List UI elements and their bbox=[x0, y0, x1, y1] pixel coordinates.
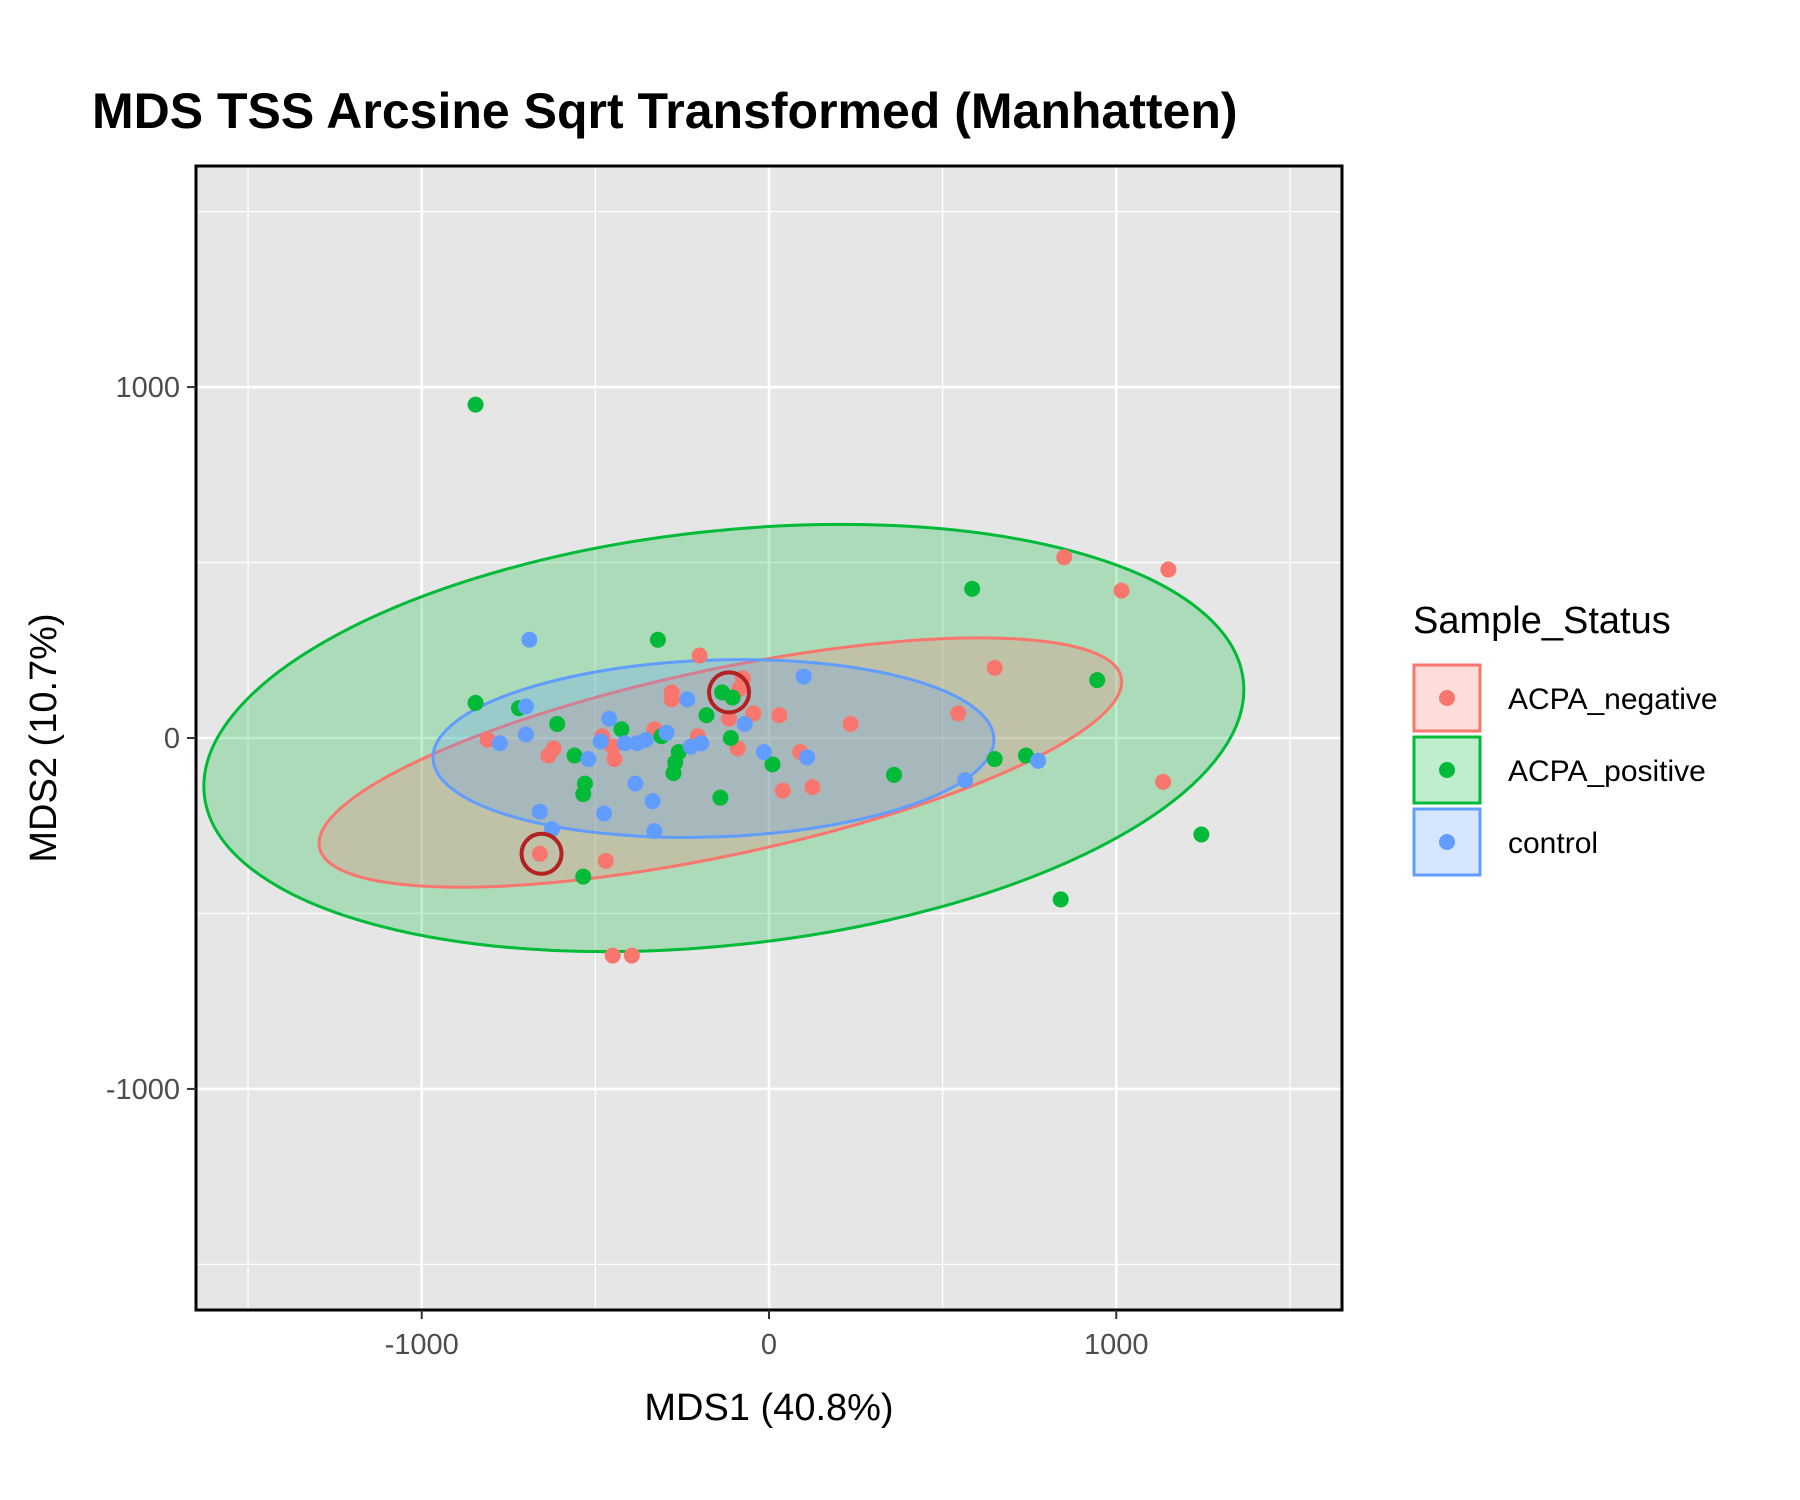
point-acpa-positive bbox=[575, 868, 592, 885]
point-control bbox=[644, 793, 661, 810]
point-acpa-negative bbox=[842, 715, 859, 732]
point-acpa-positive bbox=[665, 765, 682, 782]
point-acpa-positive bbox=[722, 730, 739, 746]
point-control bbox=[658, 724, 675, 741]
point-acpa-positive bbox=[698, 707, 715, 724]
point-acpa-positive bbox=[1052, 891, 1069, 908]
point-control bbox=[682, 738, 699, 755]
point-acpa-negative bbox=[745, 705, 762, 722]
legend-label: ACPA_positive bbox=[1508, 755, 1706, 788]
point-acpa-negative bbox=[604, 738, 621, 755]
point-acpa-positive bbox=[764, 756, 781, 773]
legend-key bbox=[1412, 735, 1482, 805]
point-acpa-positive bbox=[566, 747, 583, 764]
y-tick-label: 0 bbox=[164, 723, 180, 755]
point-control bbox=[531, 803, 548, 820]
x-tick-label: -1000 bbox=[385, 1329, 459, 1361]
point-control bbox=[596, 805, 613, 822]
point-acpa-negative bbox=[950, 705, 967, 722]
point-control bbox=[517, 726, 534, 743]
legend-title: Sample_Status bbox=[1413, 600, 1671, 642]
point-acpa-positive bbox=[549, 715, 566, 732]
point-control bbox=[646, 822, 663, 839]
highlight-circle bbox=[707, 670, 752, 715]
point-acpa-positive bbox=[886, 766, 903, 783]
point-control bbox=[795, 668, 812, 685]
data-points bbox=[467, 396, 1210, 964]
point-acpa-negative bbox=[540, 747, 557, 764]
point-control bbox=[637, 731, 654, 748]
point-control bbox=[616, 735, 633, 752]
confidence-ellipses bbox=[202, 522, 1246, 954]
point-acpa-negative bbox=[479, 731, 496, 748]
point-control bbox=[679, 691, 696, 708]
point-acpa-positive bbox=[613, 721, 630, 738]
point-acpa-negative bbox=[986, 659, 1003, 676]
point-acpa-negative bbox=[623, 947, 640, 964]
point-acpa-negative bbox=[771, 707, 788, 724]
ellipse-acpa-negative bbox=[317, 636, 1124, 889]
highlight-circle bbox=[519, 831, 564, 876]
point-acpa-negative bbox=[774, 782, 791, 799]
x-tick-label: 1000 bbox=[1084, 1329, 1149, 1361]
point-acpa-negative bbox=[531, 845, 548, 862]
point-acpa-positive bbox=[649, 631, 666, 648]
point-acpa-negative bbox=[1160, 561, 1177, 578]
point-control bbox=[491, 735, 508, 752]
legend-item-acpa-positive: ACPA_positive bbox=[1412, 735, 1706, 805]
point-acpa-positive bbox=[467, 396, 484, 413]
point-acpa-positive bbox=[1017, 747, 1034, 764]
point-acpa-positive bbox=[714, 684, 731, 701]
legend-key-dot bbox=[1439, 834, 1455, 850]
point-acpa-positive bbox=[1193, 826, 1210, 843]
grid-major bbox=[196, 166, 1342, 1310]
point-acpa-positive bbox=[986, 751, 1003, 768]
ellipse-control bbox=[431, 658, 996, 839]
point-control bbox=[580, 751, 597, 768]
legend-key-dot bbox=[1439, 762, 1455, 778]
legend-label: ACPA_negative bbox=[1508, 683, 1718, 716]
point-control bbox=[521, 631, 538, 648]
legend-key-dot bbox=[1439, 690, 1455, 706]
chart-title: MDS TSS Arcsine Sqrt Transformed (Manhat… bbox=[92, 83, 1238, 139]
legend-item-acpa-negative: ACPA_negative bbox=[1412, 663, 1718, 733]
y-axis-title: MDS2 (10.7%) bbox=[23, 613, 65, 862]
point-acpa-negative bbox=[721, 710, 738, 727]
x-axis-title: MDS1 (40.8%) bbox=[644, 1387, 893, 1429]
point-acpa-negative bbox=[691, 647, 708, 664]
point-control bbox=[1030, 752, 1047, 769]
point-acpa-negative bbox=[663, 691, 680, 708]
point-acpa-positive bbox=[964, 580, 981, 597]
point-acpa-negative bbox=[1056, 549, 1073, 566]
legend: Sample_Status ACPA_negative ACPA_positive… bbox=[1412, 600, 1718, 877]
point-control bbox=[592, 733, 609, 750]
point-control bbox=[601, 710, 618, 727]
point-acpa-negative bbox=[1113, 582, 1130, 599]
point-acpa-negative bbox=[604, 947, 621, 964]
point-acpa-positive bbox=[575, 786, 592, 803]
x-tick-label: 0 bbox=[761, 1329, 777, 1361]
point-acpa-positive bbox=[467, 694, 484, 711]
y-tick-label: 1000 bbox=[115, 372, 180, 404]
x-axis-ticks: -1000 0 1000 bbox=[385, 1310, 1149, 1361]
point-acpa-positive bbox=[1089, 672, 1106, 689]
highlight-circles bbox=[519, 670, 752, 876]
y-axis-ticks: -1000 0 1000 bbox=[106, 372, 196, 1106]
point-control bbox=[755, 744, 772, 761]
y-tick-label: -1000 bbox=[106, 1074, 180, 1106]
point-acpa-negative bbox=[606, 751, 623, 768]
point-acpa-negative bbox=[597, 852, 614, 869]
point-control bbox=[517, 698, 534, 715]
point-control bbox=[627, 775, 644, 792]
point-acpa-negative bbox=[804, 779, 821, 796]
legend-item-control: control bbox=[1412, 807, 1598, 877]
legend-label: control bbox=[1508, 827, 1598, 860]
point-control bbox=[957, 772, 974, 789]
point-acpa-positive bbox=[712, 789, 729, 806]
point-control bbox=[799, 749, 816, 766]
point-control bbox=[736, 715, 753, 732]
point-acpa-negative bbox=[1155, 773, 1172, 790]
